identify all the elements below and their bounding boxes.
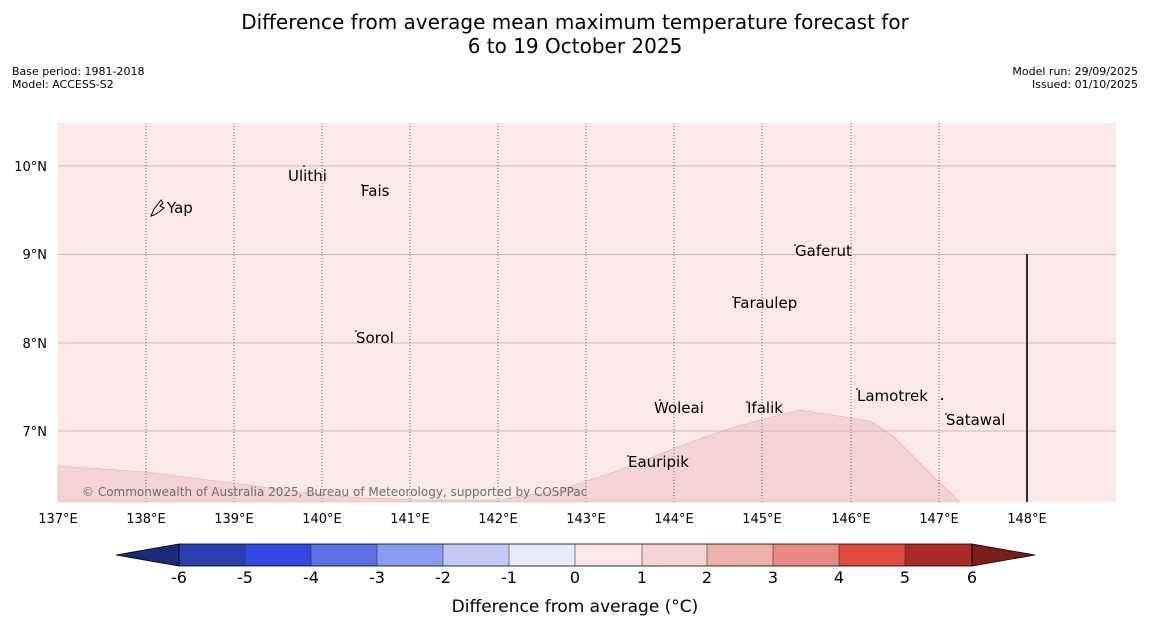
yap-island-outline (150, 199, 165, 217)
cb-tick-0: 0 (570, 568, 580, 587)
woleai-atoll-dot (659, 399, 661, 401)
cb-tick-m4: -4 (303, 568, 319, 587)
cb-tick-p4: 4 (834, 568, 844, 587)
issued-date: Issued: 01/10/2025 (1031, 78, 1138, 91)
atoll-markers (303, 165, 947, 457)
lon-label-138e: 138°E (126, 512, 166, 527)
cb-tick-m5: -5 (237, 568, 253, 587)
lat-label-10n: 10°N (14, 160, 47, 175)
copyright-notice: © Commonwealth of Australia 2025, Bureau… (82, 485, 587, 499)
cb-tick-p2: 2 (702, 568, 712, 587)
lon-label-140e: 140°E (302, 512, 342, 527)
label-lamotrek: Lamotrek (857, 387, 928, 405)
base-period: Base period: 1981-2018 (12, 65, 145, 78)
colorbar-bin-12 (905, 544, 972, 566)
cb-tick-m2: -2 (435, 568, 451, 587)
label-yap: Yap (166, 199, 193, 217)
label-ifalik: Ifalik (747, 399, 783, 417)
longitude-gridlines (145, 123, 940, 502)
lon-label-148e: 148°E (1007, 512, 1047, 527)
lamotrek-atoll-dot (856, 388, 858, 390)
model-name: Model: ACCESS-S2 (12, 78, 114, 91)
west-fayu-atoll-dot (940, 397, 944, 401)
cb-tick-m6: -6 (171, 568, 187, 587)
map-background (58, 123, 1116, 502)
label-satawal: Satawal (946, 411, 1005, 429)
colorbar-under-arrow (115, 543, 180, 567)
cb-tick-m3: -3 (369, 568, 385, 587)
label-fais: Fais (361, 182, 390, 200)
colorbar-bin-1 (179, 544, 245, 566)
colorbar-bin-9 (707, 544, 773, 566)
lon-label-145e: 145°E (742, 512, 782, 527)
chart-title: Difference from average mean maximum tem… (0, 10, 1150, 58)
lat-label-9n: 9°N (23, 248, 48, 263)
colorbar-tick-labels: -6 -5 -4 -3 -2 -1 0 1 2 3 4 5 6 (171, 568, 977, 587)
sorol-atoll-dot (355, 330, 357, 332)
lon-label-144e: 144°E (654, 512, 694, 527)
satawal-atoll-dot (945, 413, 947, 415)
eauripik-atoll-dot (627, 455, 629, 457)
lon-label-137e: 137°E (38, 512, 78, 527)
place-labels: Yap Ulithi Fais Gaferut Faraulep Sorol W… (166, 167, 1005, 471)
lon-label-141e: 141°E (390, 512, 430, 527)
label-faraulep: Faraulep (733, 294, 797, 312)
model-run: Model run: 29/09/2025 (1012, 65, 1138, 78)
lon-label-147e: 147°E (919, 512, 959, 527)
fais-atoll-dot (361, 184, 363, 186)
colorbar-bin-8 (642, 544, 707, 566)
label-gaferut: Gaferut (795, 242, 852, 260)
lon-label-142e: 142°E (478, 512, 518, 527)
title-line-1: Difference from average mean maximum tem… (241, 10, 909, 34)
label-sorol: Sorol (356, 329, 394, 347)
cb-tick-p3: 3 (768, 568, 778, 587)
ifalik-atoll-dot (746, 401, 748, 403)
faraulep-atoll-dot (732, 296, 734, 298)
colorbar: -6 -5 -4 -3 -2 -1 0 1 2 3 4 5 6 Differen… (115, 543, 1036, 617)
colorbar-title: Difference from average (°C) (452, 597, 699, 617)
title-line-2: 6 to 19 October 2025 (467, 34, 683, 58)
longitude-labels: 137°E 138°E 139°E 140°E 141°E 142°E 143°… (38, 512, 1047, 527)
colorbar-bin-10 (773, 544, 839, 566)
ulithi-atoll-dot (303, 165, 305, 167)
cb-tick-p6: 6 (967, 568, 977, 587)
lon-label-146e: 146°E (831, 512, 871, 527)
colorbar-bin-4 (377, 544, 443, 566)
colorbar-dividers (244, 544, 906, 566)
meta-right: Model run: 29/09/2025 Issued: 01/10/2025 (1012, 65, 1138, 91)
cb-tick-p1: 1 (637, 568, 647, 587)
label-ulithi: Ulithi (288, 167, 327, 185)
colorbar-bin-6 (509, 544, 575, 566)
lat-label-7n: 7°N (23, 425, 48, 440)
label-woleai: Woleai (654, 399, 704, 417)
colorbar-bin-5 (443, 544, 509, 566)
label-eauripik: Eauripik (628, 453, 689, 471)
colorbar-outline (178, 543, 973, 567)
colorbar-bin-3 (311, 544, 377, 566)
cb-tick-m1: -1 (501, 568, 517, 587)
colorbar-bin-7 (575, 544, 642, 566)
colorbar-bin-11 (839, 544, 905, 566)
gaferut-atoll-dot (794, 244, 796, 246)
lon-label-143e: 143°E (566, 512, 606, 527)
colorbar-over-arrow (971, 543, 1036, 567)
colorbar-bin-2 (245, 544, 311, 566)
lon-label-139e: 139°E (214, 512, 254, 527)
meta-left: Base period: 1981-2018 Model: ACCESS-S2 (12, 65, 144, 91)
lat-label-8n: 8°N (23, 337, 48, 352)
warmer-region-south (57, 409, 961, 503)
latitude-labels: 10°N 9°N 8°N 7°N (14, 160, 47, 440)
cb-tick-p5: 5 (900, 568, 910, 587)
